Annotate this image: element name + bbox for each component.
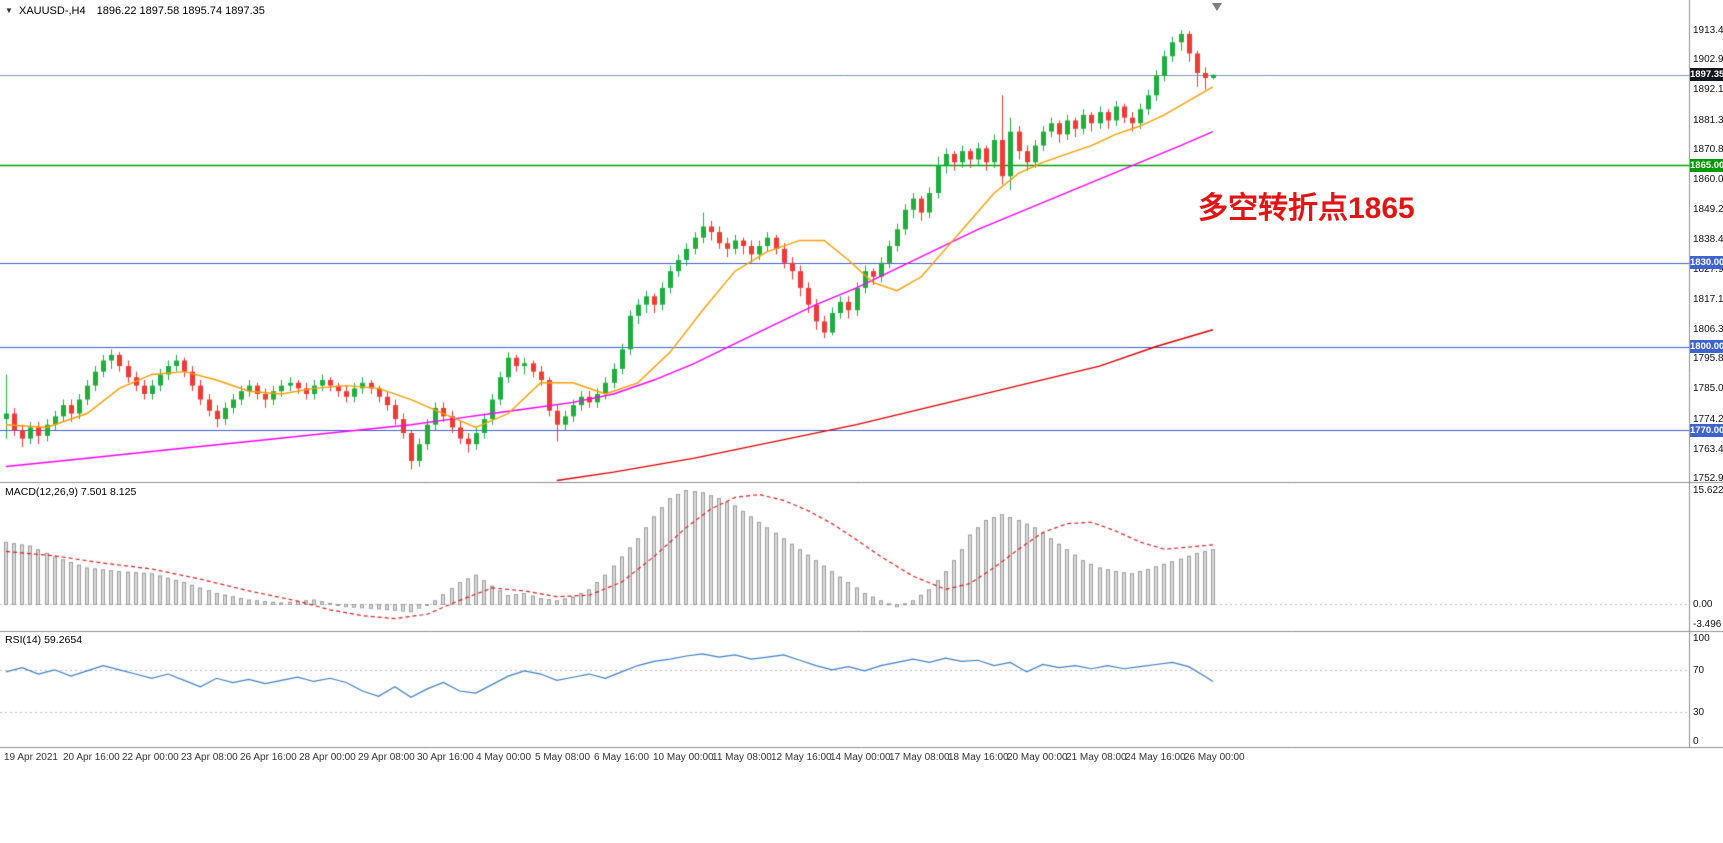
time-axis-label: 5 May 08:00 (535, 752, 591, 763)
symbol-timeframe-label: XAUUSD-,H4 (18, 5, 86, 17)
macd-axis-label: -3.496 (1693, 619, 1722, 630)
rsi-axis-label: 0 (1693, 736, 1699, 747)
price-badge: 1865.00 (1690, 158, 1723, 172)
price-axis-label: 1795.80 (1693, 353, 1723, 365)
rsi-axis-label: 100 (1693, 633, 1710, 644)
macd-indicator-label: MACD(12,26,9) 7.501 8.125 (5, 486, 137, 498)
chart-shift-marker-icon (1212, 3, 1222, 11)
time-axis-label: 24 May 16:00 (1125, 752, 1186, 763)
rsi-axis-label: 70 (1693, 664, 1705, 676)
price-axis-label: 1902.90 (1693, 54, 1723, 66)
price-badge: 1800.00 (1690, 340, 1723, 354)
time-axis-label: 17 May 08:00 (889, 752, 950, 763)
time-axis-label: 10 May 00:00 (653, 752, 714, 763)
time-axis-label: 30 Apr 16:00 (417, 752, 474, 763)
rsi-indicator-label: RSI(14) 59.2654 (5, 634, 83, 646)
ohlc-readout: 1896.22 1897.58 1895.74 1897.35 (96, 5, 265, 17)
time-axis-label: 6 May 16:00 (594, 752, 650, 763)
price-axis-label: 1870.80 (1693, 143, 1723, 155)
macd-axis-label: 15.622 (1693, 484, 1723, 496)
time-axis-label: 19 Apr 2021 (4, 752, 58, 763)
price-axis-label: 1892.10 (1693, 84, 1723, 96)
time-axis-label: 26 Apr 16:00 (240, 752, 297, 763)
time-axis-label: 11 May 08:00 (712, 752, 772, 763)
price-axis-label: 1838.40 (1693, 234, 1723, 246)
price-badge: 1897.35 (1690, 68, 1723, 82)
price-axis-label: 1752.90 (1693, 473, 1723, 484)
price-axis-label: 1785.00 (1693, 383, 1723, 395)
price-badge: 1770.00 (1690, 423, 1723, 437)
time-axis-label: 14 May 00:00 (830, 752, 891, 763)
price-axis-label: 1849.20 (1693, 204, 1723, 216)
time-axis-label: 21 May 08:00 (1066, 752, 1127, 763)
price-badge: 1830.00 (1690, 256, 1723, 270)
time-axis-label: 29 Apr 08:00 (358, 752, 415, 763)
time-axis-label: 4 May 00:00 (476, 752, 532, 763)
time-axis-label: 23 Apr 08:00 (181, 752, 238, 763)
price-axis-label: 1913.40 (1693, 25, 1723, 36)
time-axis-label: 18 May 16:00 (948, 752, 1009, 763)
price-axis-label: 1774.20 (1693, 413, 1723, 425)
chart-header: ▼ XAUUSD-,H4 1896.22 1897.58 1895.74 189… (5, 5, 265, 17)
time-axis-label: 28 Apr 00:00 (299, 752, 356, 763)
annotation-text: 多空转折点1865 (1198, 192, 1415, 225)
price-axis-label: 1881.30 (1693, 114, 1723, 126)
price-axis-label: 1860.00 (1693, 174, 1723, 186)
rsi-axis-label: 30 (1693, 707, 1705, 719)
time-axis-label: 20 Apr 16:00 (63, 752, 120, 763)
time-axis-label: 26 May 00:00 (1184, 752, 1245, 763)
time-axis-label: 22 Apr 00:00 (122, 752, 179, 763)
time-axis-label: 12 May 16:00 (771, 752, 832, 763)
price-axis-label: 1806.30 (1693, 323, 1723, 335)
price-axis-label: 1763.40 (1693, 443, 1723, 455)
macd-axis-label: 0.00 (1693, 599, 1713, 610)
symbol-dropdown-icon: ▼ (5, 6, 13, 15)
price-axis-label: 1817.10 (1693, 293, 1723, 305)
time-axis-label: 20 May 00:00 (1007, 752, 1068, 763)
